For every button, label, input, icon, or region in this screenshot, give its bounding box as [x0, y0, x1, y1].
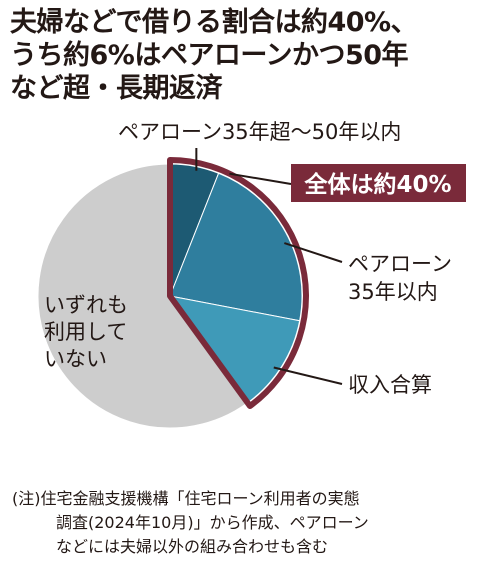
label-not-used-line-2: 利用して	[44, 320, 127, 344]
leader-lines	[195, 148, 343, 385]
leader-income-combined	[273, 366, 343, 385]
label-not-used-line-3: いない	[44, 347, 107, 371]
headline-line-1: 夫婦などで借りる割合は約40%、	[10, 7, 418, 38]
label-pair-over35: ペアローン35年超〜50年以内	[118, 120, 401, 144]
highlight-badge-box	[291, 164, 466, 202]
headline: 夫婦などで借りる割合は約40%、 うち約6%はペアローンかつ50年 など超・長期…	[10, 6, 480, 105]
label-not-used: いずれも 利用して いない	[44, 293, 135, 371]
headline-line-2: うち約6%はペアローンかつ50年	[10, 40, 409, 71]
label-pair-under35: ペアローン 35年以内	[348, 252, 459, 304]
slice-income-combined	[168, 295, 301, 404]
footnote-line-1: (注)住宅金融支援機構「住宅ローン利用者の実態	[12, 489, 360, 508]
footnote: (注)住宅金融支援機構「住宅ローン利用者の実態 調査(2024年10月)」から作…	[12, 487, 478, 559]
label-pair-under35-line-1: ペアローン	[348, 252, 452, 276]
slice-pair-under35	[169, 172, 303, 322]
slice-not-used	[37, 163, 249, 429]
leader-pair-under35	[284, 242, 343, 263]
footnote-line-2: 調査(2024年10月)」から作成、ペアローン	[56, 513, 369, 532]
highlight-outline	[167, 157, 309, 410]
highlight-badge: 全体は約40%	[291, 164, 466, 202]
pie-slices	[37, 163, 303, 429]
label-not-used-line-1: いずれも	[44, 293, 128, 317]
headline-line-3: など超・長期返済	[10, 73, 223, 104]
leader-highlight	[229, 172, 292, 185]
highlight-badge-label: 全体は約40%	[303, 171, 451, 198]
label-pair-under35-line-2: 35年以内	[348, 280, 438, 304]
footnote-line-3: などには夫婦以外の組み合わせも含む	[56, 537, 329, 556]
label-income-combined: 収入合算	[348, 373, 432, 397]
